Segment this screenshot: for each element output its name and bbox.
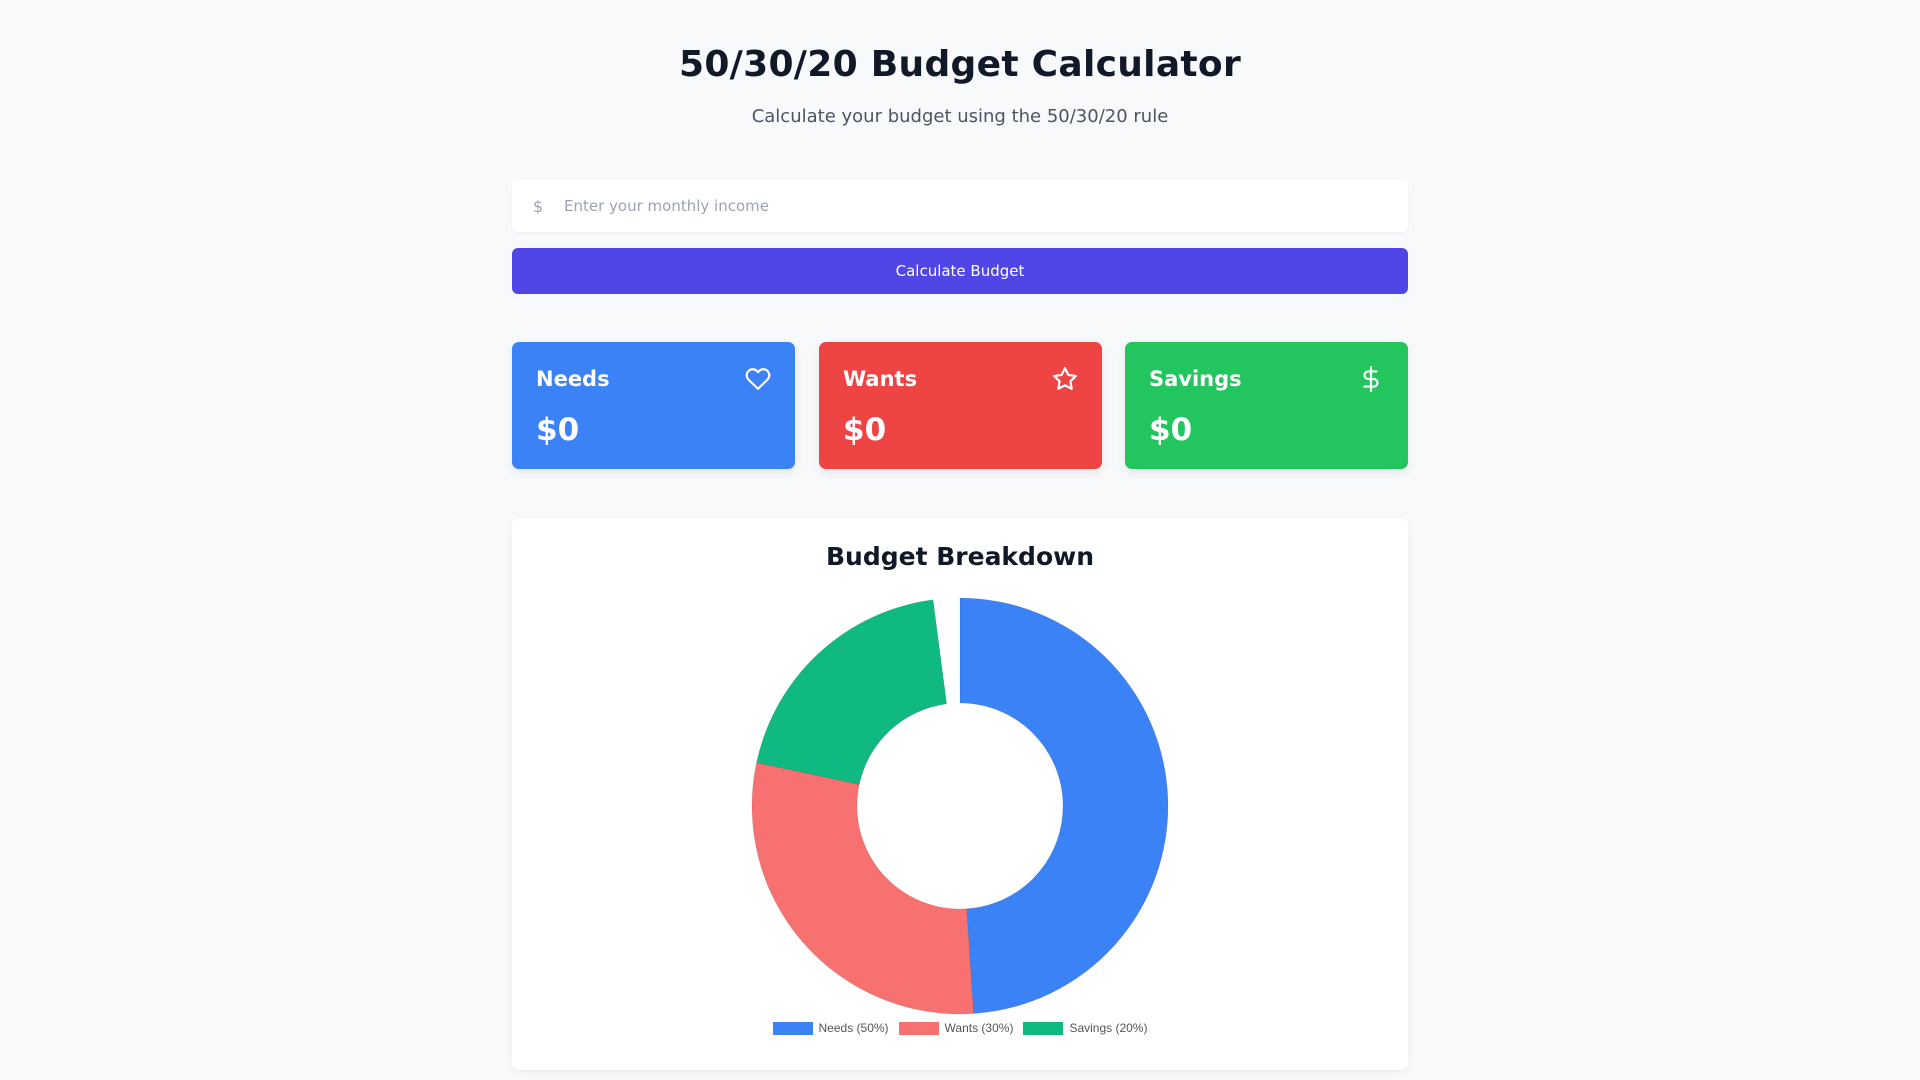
wants-card: Wants $0 xyxy=(819,342,1102,469)
wants-amount: $0 xyxy=(843,412,887,448)
dollar-icon xyxy=(1363,366,1379,392)
savings-card: Savings $0 xyxy=(1125,342,1408,469)
dollar-prefix-icon: $ xyxy=(532,196,544,216)
needs-card: Needs $0 xyxy=(512,342,795,469)
income-input[interactable] xyxy=(552,180,1408,232)
chart-title: Budget Breakdown xyxy=(825,542,1095,571)
legend-swatch-needs xyxy=(772,1021,813,1035)
needs-amount: $0 xyxy=(536,412,580,448)
page-subtitle: Calculate your budget using the 50/30/20… xyxy=(751,106,1169,127)
legend-label-wants: Wants (30%) xyxy=(944,1021,1014,1035)
legend-label-needs: Needs (50%) xyxy=(818,1021,889,1035)
income-field[interactable]: $ xyxy=(512,180,1408,232)
legend-item-needs[interactable]: Needs (50%) xyxy=(772,1021,889,1035)
budget-breakdown-panel: Budget Breakdown Needs (50%) Wants (30%) S… xyxy=(512,518,1408,1070)
page-title: 50/30/20 Budget Calculator xyxy=(678,44,1242,85)
needs-label: Needs xyxy=(536,367,610,391)
legend-swatch-savings xyxy=(1023,1021,1064,1035)
legend-item-savings[interactable]: Savings (20%) xyxy=(1023,1021,1147,1035)
calculate-budget-button[interactable]: Calculate Budget xyxy=(512,248,1408,294)
savings-amount: $0 xyxy=(1149,412,1193,448)
star-icon xyxy=(1053,367,1077,390)
legend-item-wants[interactable]: Wants (30%) xyxy=(898,1021,1014,1035)
donut-slice-savings[interactable] xyxy=(756,599,947,785)
wants-label: Wants xyxy=(843,367,918,391)
legend-swatch-wants xyxy=(898,1021,939,1035)
donut-slice-needs[interactable] xyxy=(959,597,1169,1014)
heart-icon xyxy=(745,368,771,390)
donut-slice-wants[interactable] xyxy=(751,762,974,1015)
budget-donut-chart xyxy=(751,597,1169,1015)
savings-label: Savings xyxy=(1149,367,1242,391)
legend-label-savings: Savings (20%) xyxy=(1069,1021,1148,1035)
chart-legend: Needs (50%) Wants (30%) Savings (20%) xyxy=(512,1021,1408,1035)
